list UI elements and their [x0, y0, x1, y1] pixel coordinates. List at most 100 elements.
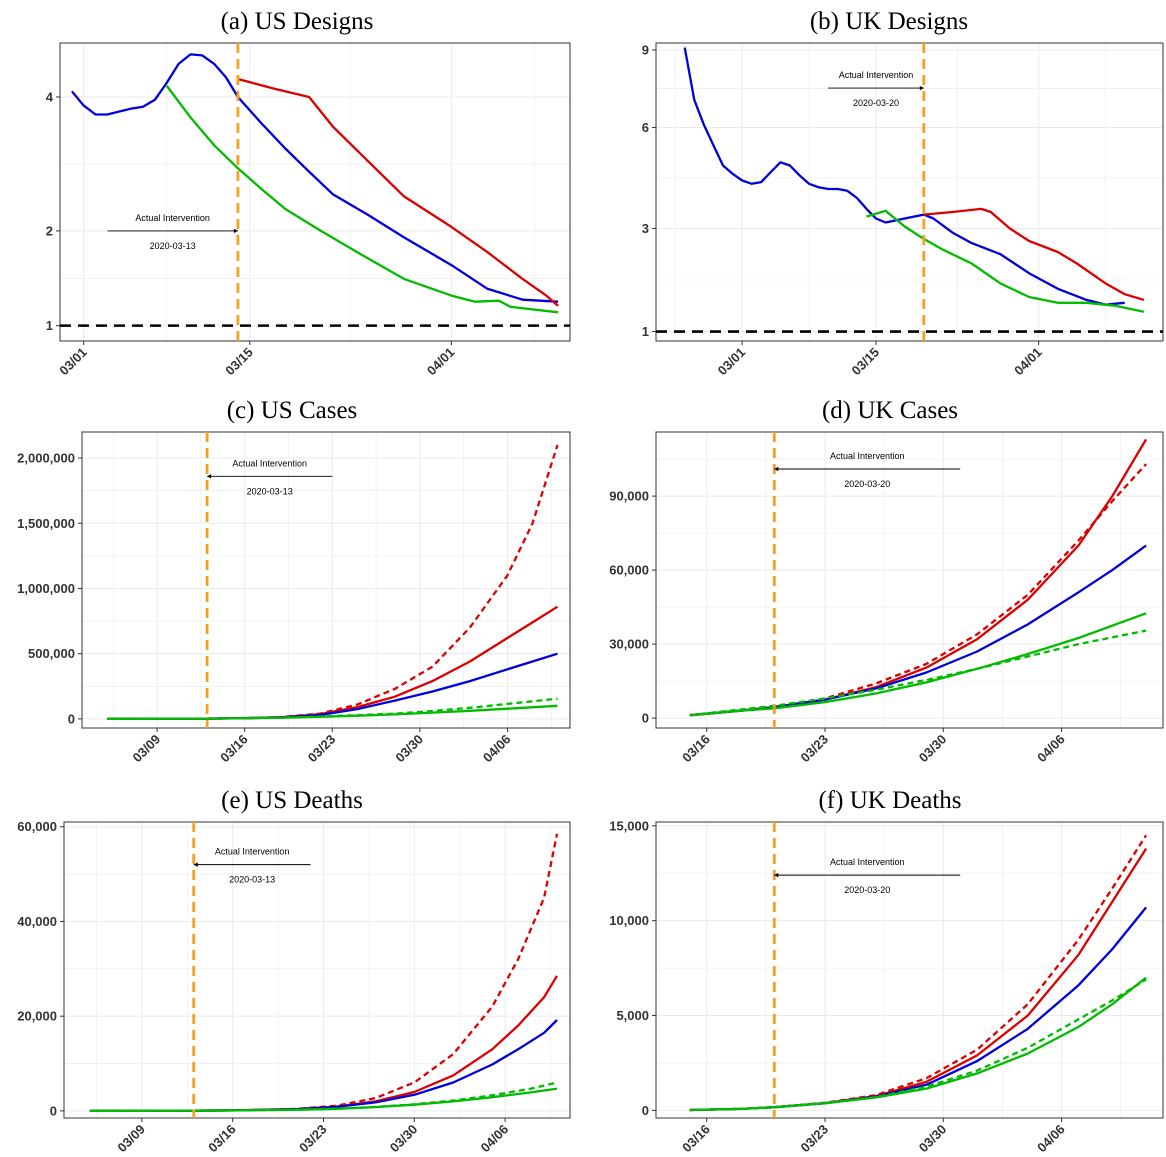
x-tick-label: 03/23 [305, 732, 339, 766]
y-tick-label: 10,000 [609, 913, 649, 928]
plot-frame [655, 42, 1164, 342]
panel-title: (e) US Deaths [221, 787, 363, 814]
series-line-red-solid [689, 438, 1148, 717]
x-tick-label: 04/06 [478, 1122, 512, 1156]
panel-title: (d) UK Cases [822, 397, 958, 424]
plot-frame [63, 821, 571, 1119]
gridlines [60, 43, 570, 341]
panel-e-us-deaths: (e) US Deaths 0 20,000 40,000 60,000 03/09 03/… [17, 787, 571, 1156]
x-tick-label: 03/30 [387, 1122, 421, 1156]
y-tick-label: 6 [642, 120, 649, 135]
series-line-green-solid [689, 976, 1147, 1112]
panel-d-uk-cases: (d) UK Cases 0 30,000 60,000 90,000 03/16 03/2… [609, 397, 1164, 766]
x-tick-label: 04/06 [480, 732, 514, 766]
x-tick-label: 03/30 [916, 732, 950, 766]
series-line-red-solid [237, 77, 559, 307]
panel-title: (c) US Cases [227, 397, 358, 424]
x-tick-label: 03/16 [679, 732, 713, 766]
y-tick-label: 40,000 [17, 914, 57, 929]
series-group [689, 438, 1148, 717]
annotation-date: 2020-03-13 [247, 486, 293, 496]
x-tick-label: 04/06 [1034, 1122, 1068, 1156]
y-tick-label: 60,000 [17, 819, 57, 834]
series-group [683, 47, 1145, 313]
arrow-head [193, 862, 198, 867]
series-line-green-solid [689, 612, 1147, 717]
series-line-red-solid [923, 207, 1145, 302]
x-tick-label: 04/01 [1011, 345, 1045, 379]
panel-title: (b) UK Designs [810, 8, 968, 35]
x-tick-label: 03/15 [222, 345, 256, 379]
y-tick-label: 1,500,000 [17, 516, 75, 531]
y-tick-label: 0 [642, 711, 649, 726]
y-tick-label: 1 [642, 324, 649, 339]
x-tick-label: 03/15 [849, 345, 883, 379]
y-tick-label: 2,000,000 [17, 451, 75, 466]
series-line-red-dashed [89, 833, 559, 1113]
gridlines [82, 432, 570, 728]
panel-b-uk-designs: (b) UK Designs 1 3 6 9 03/01 03/15 04/01 Actual … [642, 8, 1164, 379]
series-group [106, 444, 559, 721]
panel-title: (a) US Designs [221, 8, 374, 35]
series-line-red-dashed [689, 463, 1147, 717]
x-tick-label: 03/09 [114, 1122, 148, 1156]
y-tick-label: 0 [50, 1103, 57, 1118]
plot-frame [81, 431, 571, 729]
x-tick-label: 03/23 [798, 1122, 832, 1156]
x-tick-label: 04/06 [1034, 732, 1068, 766]
annotation-label: Actual Intervention [215, 847, 290, 857]
plot-frame [59, 42, 571, 342]
series-line-blue-solid [683, 47, 1125, 306]
series-line-red-solid [689, 847, 1148, 1112]
series-line-green-solid [106, 704, 558, 721]
series-line-green-solid [866, 209, 1145, 313]
annotation-label: Actual Intervention [830, 451, 905, 461]
panel-a-us-designs: (a) US Designs 1 2 4 03/01 03/15 04/01 Actual I… [46, 8, 571, 379]
gridlines [656, 43, 1163, 341]
series-line-green-dashed [689, 629, 1147, 717]
series-group [89, 833, 559, 1113]
plot-frame [655, 431, 1164, 729]
x-tick-label: 04/01 [424, 345, 458, 379]
y-tick-label: 5,000 [616, 1008, 649, 1023]
y-tick-label: 1 [46, 318, 53, 333]
annotation-date: 2020-03-20 [844, 479, 890, 489]
series-line-green-solid [165, 85, 559, 314]
y-tick-label: 9 [642, 42, 649, 57]
x-tick-label: 03/30 [392, 732, 426, 766]
y-tick-label: 2 [46, 223, 53, 238]
panel-title: (f) UK Deaths [818, 787, 961, 814]
arrow-head [774, 872, 779, 878]
x-tick-label: 03/16 [217, 732, 251, 766]
arrow-head [919, 85, 924, 91]
panel-f-uk-deaths: (f) UK Deaths 0 5,000 10,000 15,000 03/16 03/2… [609, 787, 1164, 1156]
annotation-date: 2020-03-20 [853, 98, 899, 108]
series-line-blue-solid [689, 906, 1147, 1112]
y-tick-label: 1,000,000 [17, 581, 75, 596]
y-tick-label: 90,000 [609, 489, 649, 504]
gridlines [656, 822, 1163, 1118]
y-tick-label: 60,000 [609, 563, 649, 578]
annotation-label: Actual Intervention [830, 857, 905, 867]
x-tick-label: 03/30 [916, 1122, 950, 1156]
y-tick-label: 30,000 [609, 637, 649, 652]
annotation-date: 2020-03-13 [229, 875, 275, 885]
panel-c-us-cases: (c) US Cases 0 500,000 1,000,000 1,500,000 2,… [17, 397, 571, 766]
annotation-label: Actual Intervention [232, 458, 307, 468]
arrow-head [774, 466, 779, 472]
arrow-head [233, 228, 238, 234]
y-tick-label: 4 [46, 89, 54, 104]
series-line-green-solid [89, 1087, 558, 1113]
x-tick-label: 03/01 [56, 345, 90, 379]
y-tick-label: 20,000 [17, 1009, 57, 1024]
annotation-date: 2020-03-13 [150, 241, 196, 251]
x-tick-label: 03/01 [715, 345, 749, 379]
y-tick-label: 3 [642, 221, 649, 236]
annotation-label: Actual Intervention [135, 213, 210, 223]
y-tick-label: 15,000 [609, 818, 649, 833]
series-line-blue-solid [689, 544, 1147, 717]
x-tick-label: 03/23 [296, 1122, 330, 1156]
arrow-head [207, 474, 212, 479]
plot-frame [655, 821, 1164, 1119]
